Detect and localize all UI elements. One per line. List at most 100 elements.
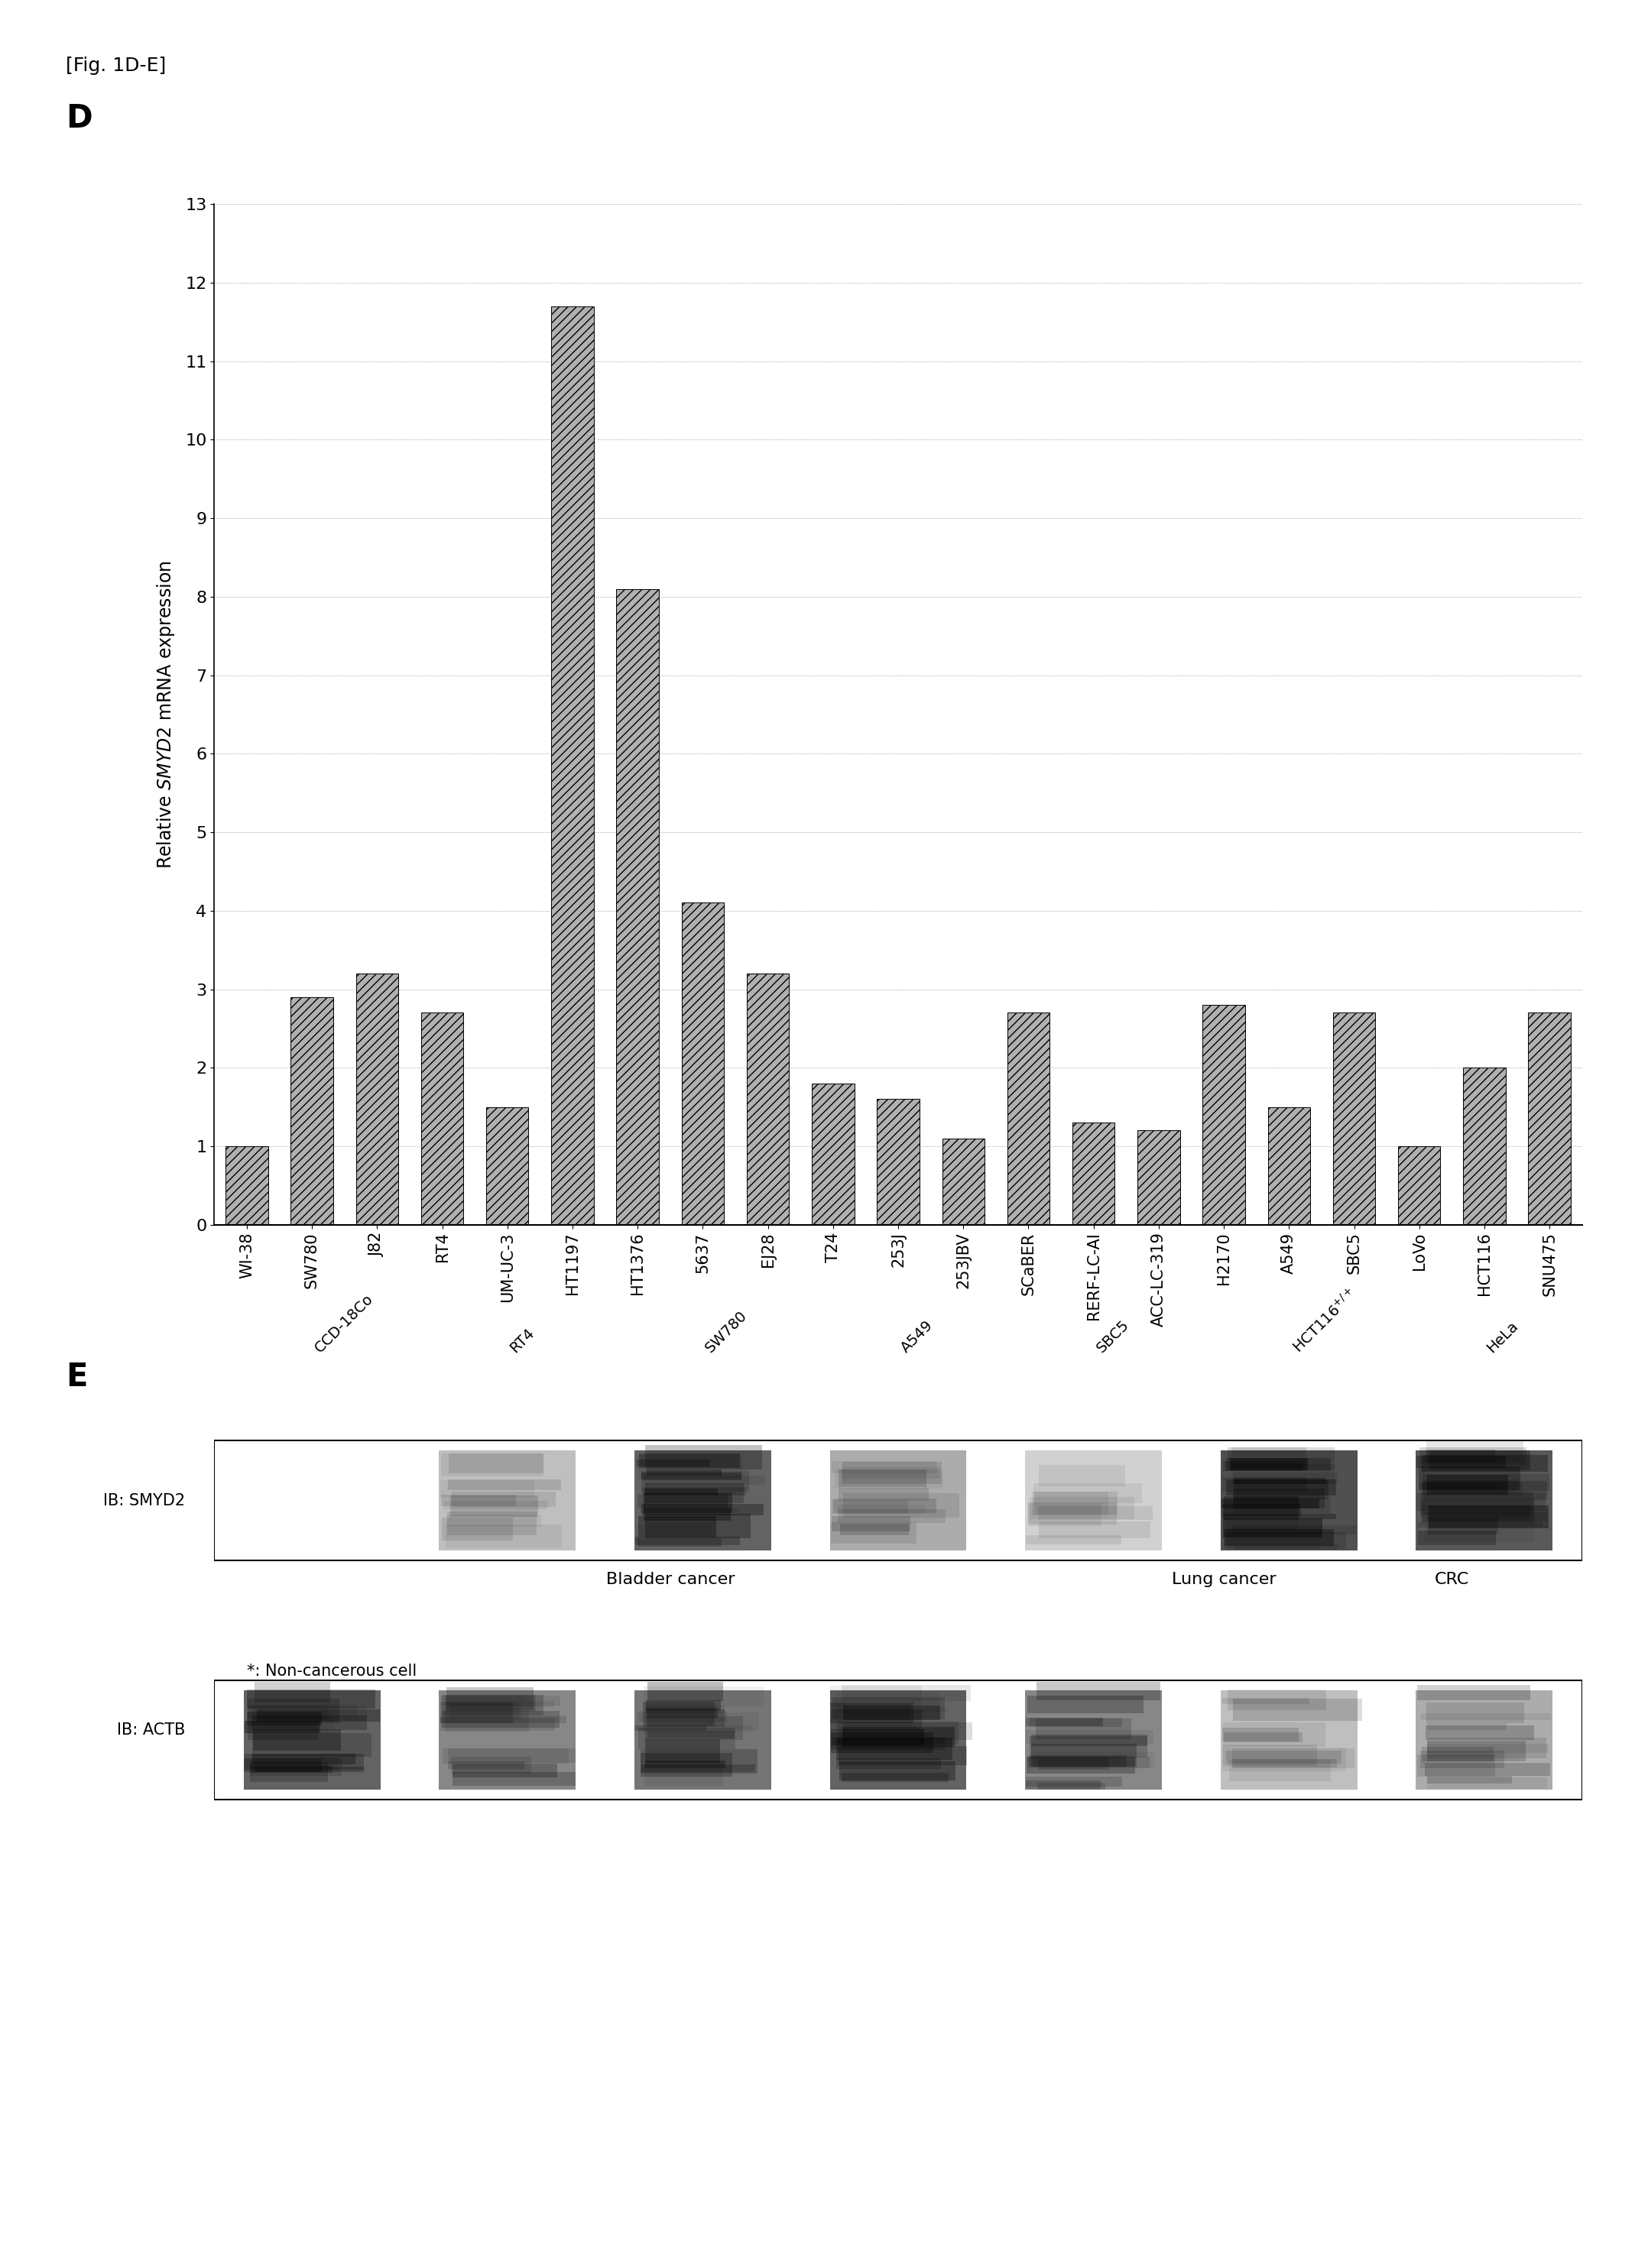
- Bar: [1233, 1760, 1337, 1767]
- Bar: [831, 1730, 925, 1744]
- Bar: [1422, 1481, 1523, 1497]
- Bar: [440, 1701, 513, 1724]
- Bar: [552, 306, 593, 1225]
- Bar: [643, 1497, 728, 1508]
- Text: Lung cancer: Lung cancer: [1172, 1572, 1276, 1588]
- Text: [Fig. 1D-E]: [Fig. 1D-E]: [66, 57, 166, 75]
- Bar: [1426, 1449, 1495, 1463]
- Bar: [1035, 1492, 1117, 1515]
- Bar: [448, 1479, 560, 1490]
- Bar: [644, 1706, 725, 1712]
- Bar: [1028, 1501, 1117, 1524]
- Bar: [877, 1100, 920, 1225]
- Bar: [832, 1499, 936, 1513]
- Bar: [1422, 1474, 1549, 1490]
- Bar: [831, 1710, 921, 1730]
- Bar: [1528, 1014, 1571, 1225]
- Bar: [247, 1706, 358, 1717]
- Bar: [839, 1762, 956, 1780]
- Bar: [837, 1758, 941, 1769]
- Bar: [639, 1710, 727, 1721]
- Bar: [1416, 1492, 1546, 1510]
- Text: SBC5: SBC5: [1094, 1318, 1132, 1356]
- Bar: [1223, 1724, 1325, 1746]
- Bar: [1416, 1452, 1552, 1551]
- Bar: [842, 1461, 941, 1483]
- Bar: [1419, 1467, 1521, 1490]
- Bar: [1221, 1690, 1358, 1789]
- Bar: [1027, 1776, 1122, 1787]
- Bar: [254, 1683, 331, 1703]
- Bar: [442, 1694, 544, 1715]
- Bar: [1028, 1755, 1127, 1767]
- Bar: [254, 1728, 341, 1751]
- Bar: [1027, 1758, 1135, 1774]
- Bar: [643, 1726, 753, 1733]
- Bar: [447, 1687, 534, 1710]
- Bar: [638, 1538, 722, 1547]
- Bar: [634, 1538, 740, 1545]
- Bar: [1221, 1452, 1358, 1551]
- Bar: [834, 1703, 911, 1724]
- Bar: [648, 1683, 723, 1701]
- Text: CCD-18Co: CCD-18Co: [311, 1293, 376, 1356]
- Bar: [1038, 1758, 1109, 1769]
- Bar: [1422, 1481, 1547, 1499]
- Bar: [639, 1454, 740, 1467]
- Bar: [440, 1481, 534, 1497]
- Text: Bladder cancer: Bladder cancer: [606, 1572, 735, 1588]
- Bar: [644, 1760, 725, 1769]
- Bar: [1233, 1472, 1338, 1483]
- Bar: [247, 1699, 339, 1724]
- Bar: [1032, 1492, 1109, 1515]
- Bar: [1073, 1123, 1114, 1225]
- Bar: [831, 1499, 908, 1515]
- Bar: [250, 1765, 333, 1774]
- Bar: [834, 1724, 915, 1733]
- Text: **: **: [1539, 1522, 1559, 1540]
- Bar: [646, 1515, 750, 1538]
- Bar: [1426, 1726, 1534, 1740]
- Bar: [452, 1765, 557, 1778]
- Bar: [643, 1492, 732, 1513]
- Bar: [1419, 1483, 1496, 1490]
- Bar: [1233, 1526, 1356, 1535]
- Bar: [247, 1690, 376, 1708]
- Bar: [1037, 1683, 1160, 1701]
- Bar: [634, 1726, 705, 1730]
- Bar: [290, 998, 333, 1225]
- Bar: [244, 1758, 321, 1771]
- Bar: [1422, 1454, 1547, 1472]
- Bar: [636, 1712, 760, 1730]
- Text: CRC: CRC: [1434, 1572, 1468, 1588]
- Bar: [442, 1517, 513, 1540]
- Bar: [1223, 1504, 1300, 1517]
- Bar: [1427, 1742, 1526, 1760]
- Bar: [247, 1712, 321, 1726]
- Bar: [1223, 1749, 1346, 1771]
- Bar: [226, 1145, 269, 1225]
- Bar: [943, 1139, 984, 1225]
- Bar: [1417, 1522, 1543, 1529]
- Bar: [442, 1495, 516, 1506]
- Bar: [644, 1685, 765, 1706]
- Bar: [639, 1506, 740, 1513]
- Bar: [1223, 1461, 1304, 1472]
- Bar: [438, 1452, 575, 1551]
- Bar: [453, 1771, 575, 1785]
- Bar: [844, 1495, 959, 1517]
- Bar: [834, 1692, 939, 1706]
- Bar: [1229, 1760, 1332, 1780]
- Bar: [1421, 1712, 1551, 1721]
- Bar: [844, 1706, 941, 1719]
- Bar: [1427, 1778, 1547, 1789]
- Bar: [1226, 1479, 1337, 1495]
- Bar: [831, 1685, 921, 1708]
- Bar: [1030, 1719, 1122, 1728]
- Bar: [1032, 1735, 1147, 1746]
- Bar: [1223, 1744, 1317, 1767]
- Bar: [839, 1488, 929, 1501]
- Bar: [638, 1456, 743, 1479]
- Bar: [812, 1084, 854, 1225]
- Bar: [644, 1740, 720, 1762]
